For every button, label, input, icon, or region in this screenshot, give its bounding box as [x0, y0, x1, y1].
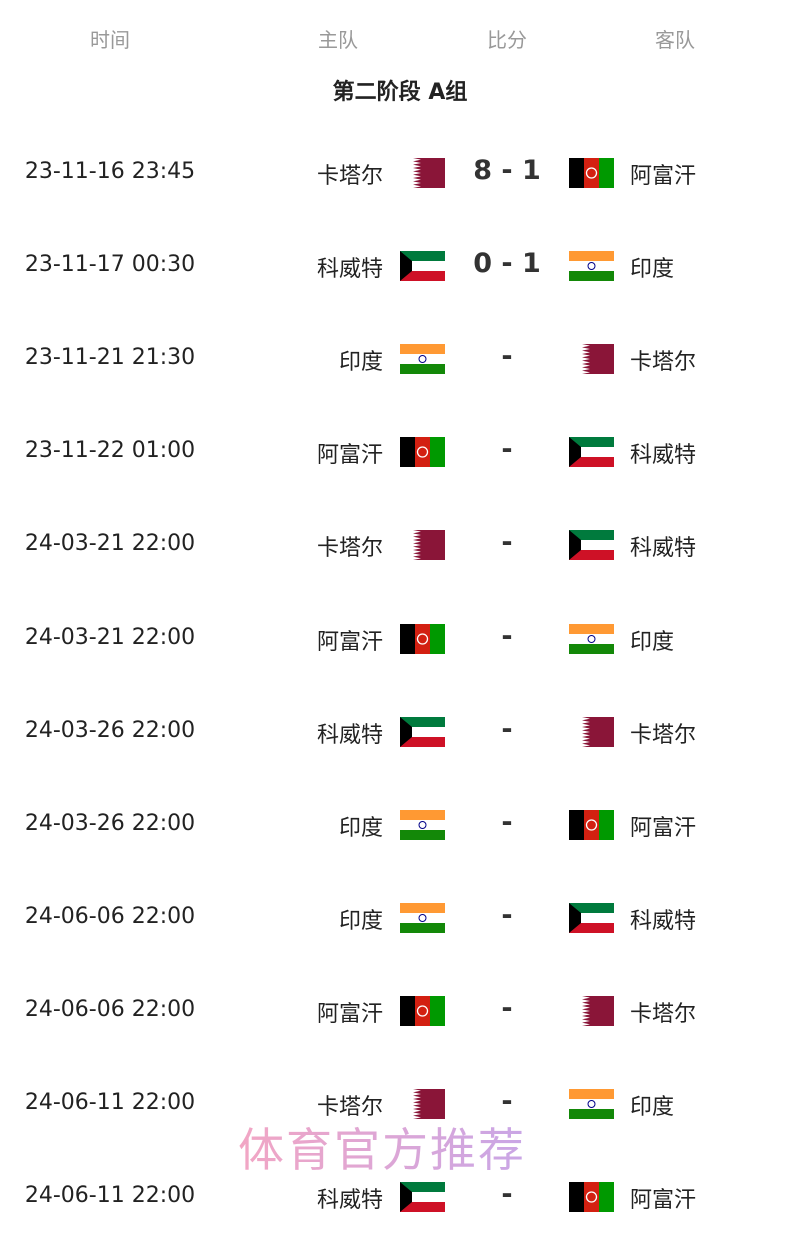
kuwait-flag-icon [400, 251, 445, 282]
afghanistan-flag-icon [400, 623, 445, 654]
home-team: 印度 [338, 350, 383, 376]
match-row[interactable]: 24-06-06 22:00 阿富汗 - 卡塔尔 [0, 981, 800, 1041]
away-team: 阿富汗 [630, 815, 697, 841]
match-row[interactable]: 23-11-17 00:30 科威特 0 - 1 印度 [0, 236, 800, 296]
away-team: 印度 [630, 257, 675, 283]
group-title: 第二阶段 A组 [332, 80, 468, 105]
match-time: 24-06-06 22:00 [24, 996, 196, 1022]
qatar-flag-icon [400, 530, 445, 561]
match-row[interactable]: 23-11-16 23:45 卡塔尔 8 - 1 阿富汗 [0, 143, 800, 203]
away-team: 科威特 [630, 443, 697, 469]
match-time: 24-06-11 22:00 [24, 1183, 196, 1209]
away-team: 科威特 [630, 908, 697, 934]
away-team: 卡塔尔 [630, 722, 697, 748]
home-team: 卡塔尔 [316, 164, 383, 189]
match-time: 24-03-26 22:00 [24, 810, 196, 836]
india-flag-icon [400, 809, 445, 840]
match-score: - [501, 899, 513, 931]
kuwait-flag-icon [400, 716, 445, 747]
match-time: 24-03-21 22:00 [24, 531, 196, 557]
qatar-flag-icon [569, 344, 614, 375]
home-team: 印度 [338, 908, 383, 934]
match-score: - [501, 1179, 513, 1211]
kuwait-flag-icon [569, 530, 614, 561]
match-time: 23-11-16 23:45 [24, 159, 196, 184]
match-score: - [501, 806, 513, 838]
home-team: 科威特 [316, 722, 383, 748]
india-flag-icon [569, 251, 614, 282]
afghanistan-flag-icon [400, 437, 445, 468]
india-flag-icon [400, 344, 445, 375]
match-score: 0 - 1 [473, 248, 541, 280]
home-team: 印度 [338, 815, 383, 841]
match-score: - [501, 992, 513, 1024]
match-time: 23-11-21 21:30 [24, 345, 196, 371]
header-score: 比分 [487, 28, 527, 52]
afghanistan-flag-icon [400, 995, 445, 1026]
qatar-flag-icon [569, 716, 614, 747]
away-team: 卡塔尔 [630, 350, 697, 376]
afghanistan-flag-icon [569, 1182, 614, 1213]
match-time: 24-06-11 22:00 [24, 1090, 196, 1115]
home-team: 阿富汗 [316, 1001, 383, 1027]
match-row[interactable]: 23-11-22 01:00 阿富汗 - 科威特 [0, 422, 800, 482]
away-team: 科威特 [630, 536, 697, 562]
home-team: 阿富汗 [316, 443, 383, 469]
india-flag-icon [569, 623, 614, 654]
match-time: 24-06-06 22:00 [24, 903, 196, 929]
match-row[interactable]: 24-03-26 22:00 科威特 - 卡塔尔 [0, 702, 800, 762]
afghanistan-flag-icon [569, 158, 614, 188]
away-team: 阿富汗 [630, 1188, 697, 1214]
away-team: 阿富汗 [630, 164, 697, 189]
qatar-flag-icon [569, 995, 614, 1026]
match-time: 24-03-21 22:00 [24, 624, 196, 650]
away-team: 印度 [630, 1095, 675, 1120]
away-team: 印度 [630, 629, 675, 655]
india-flag-icon [569, 1089, 614, 1119]
match-score: - [501, 713, 513, 745]
header-time: 时间 [90, 28, 130, 52]
afghanistan-flag-icon [569, 809, 614, 840]
kuwait-flag-icon [400, 1182, 445, 1213]
home-team: 阿富汗 [316, 629, 383, 655]
match-score: 8 - 1 [473, 155, 541, 186]
match-row[interactable]: 24-06-11 22:00 科威特 - 阿富汗 [0, 1167, 800, 1227]
match-row[interactable]: 24-03-21 22:00 卡塔尔 - 科威特 [0, 515, 800, 575]
match-time: 24-03-26 22:00 [24, 717, 196, 743]
home-team: 科威特 [316, 257, 383, 283]
home-team: 科威特 [316, 1188, 383, 1214]
match-score: - [501, 620, 513, 652]
match-score: - [501, 341, 513, 373]
away-team: 卡塔尔 [630, 1001, 697, 1027]
match-time: 23-11-17 00:30 [24, 252, 196, 278]
match-row[interactable]: 24-06-11 22:00 卡塔尔 - 印度 [0, 1074, 800, 1134]
india-flag-icon [400, 902, 445, 933]
header-away: 客队 [655, 28, 695, 52]
match-row[interactable]: 24-06-06 22:00 印度 - 科威特 [0, 888, 800, 948]
kuwait-flag-icon [569, 437, 614, 468]
qatar-flag-icon [400, 1089, 445, 1119]
match-row[interactable]: 24-03-26 22:00 印度 - 阿富汗 [0, 795, 800, 855]
match-score: - [501, 1086, 513, 1117]
match-score: - [501, 434, 513, 466]
header-home: 主队 [318, 28, 358, 52]
match-score: - [501, 527, 513, 559]
kuwait-flag-icon [569, 902, 614, 933]
home-team: 卡塔尔 [316, 536, 383, 562]
match-row[interactable]: 23-11-21 21:30 印度 - 卡塔尔 [0, 329, 800, 389]
match-time: 23-11-22 01:00 [24, 438, 196, 464]
match-row[interactable]: 24-03-21 22:00 阿富汗 - 印度 [0, 609, 800, 669]
home-team: 卡塔尔 [316, 1095, 383, 1120]
qatar-flag-icon [400, 158, 445, 188]
